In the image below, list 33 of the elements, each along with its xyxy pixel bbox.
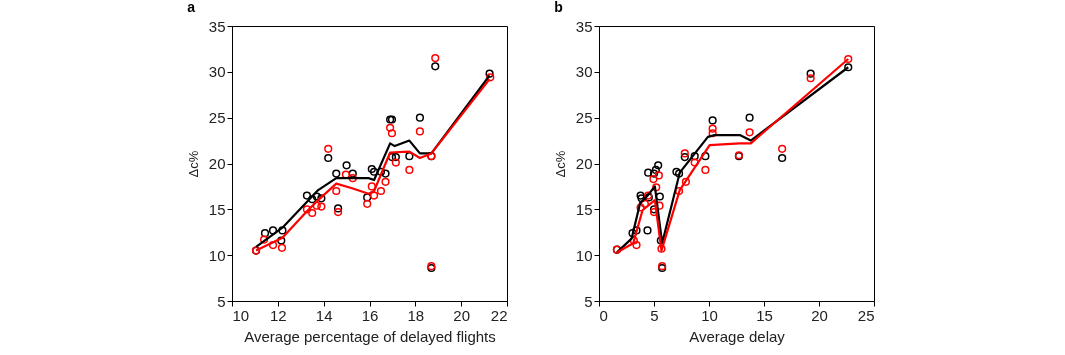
x-tick-label: 20 <box>811 306 828 324</box>
y-tick-label: 35 <box>575 17 593 35</box>
x-tick-label: 25 <box>857 306 875 324</box>
x-tick-label: 18 <box>407 306 425 324</box>
x-axis-title: Average delay <box>689 327 786 345</box>
y-axis-title: Δc% <box>552 150 568 178</box>
y-tick-label: 20 <box>575 155 593 172</box>
x-tick-label: 0 <box>599 306 608 324</box>
x-tick-label: 12 <box>269 306 287 324</box>
y-tick-label: 10 <box>208 246 226 264</box>
y-tick-label: 20 <box>208 155 226 172</box>
x-tick-label: 20 <box>453 306 471 324</box>
x-tick-label: 10 <box>701 306 718 324</box>
y-tick-label: 15 <box>575 200 593 218</box>
y-tick-label: 15 <box>208 200 226 218</box>
x-tick-label: 15 <box>756 306 773 324</box>
y-tick-label: 30 <box>575 63 593 81</box>
y-tick-label: 5 <box>217 292 226 310</box>
y-tick-label: 25 <box>575 109 593 127</box>
x-axis-title: Average percentage of delayed flights <box>244 327 496 345</box>
x-tick-label: 5 <box>650 306 659 324</box>
y-tick-label: 5 <box>584 292 593 310</box>
y-tick-label: 30 <box>208 63 226 81</box>
x-tick-label: 22 <box>490 306 508 324</box>
y-tick-label: 35 <box>208 17 226 35</box>
x-tick-label: 10 <box>232 306 250 324</box>
y-tick-label: 25 <box>208 109 226 127</box>
x-tick-label: 14 <box>315 306 333 324</box>
x-tick-label: 16 <box>361 306 379 324</box>
y-axis-title: Δc% <box>185 150 201 178</box>
y-tick-label: 10 <box>575 246 593 264</box>
chart-title: a <box>187 0 196 15</box>
chart-title: b <box>554 0 563 15</box>
